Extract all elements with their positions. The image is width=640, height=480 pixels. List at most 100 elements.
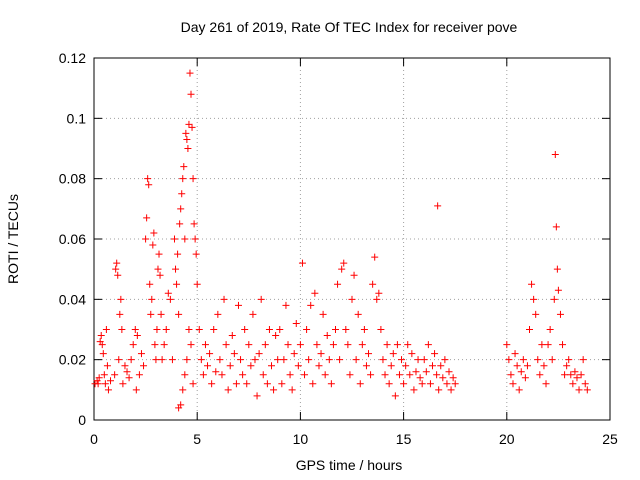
data-point [220, 295, 228, 303]
data-point [319, 310, 327, 318]
data-point [509, 380, 517, 388]
data-point [303, 326, 311, 333]
data-point [253, 392, 261, 400]
data-point [166, 295, 174, 303]
data-point [189, 175, 197, 183]
data-point [538, 341, 546, 349]
data-point [305, 356, 313, 364]
data-point [191, 235, 199, 243]
data-point [181, 235, 189, 243]
data-point [325, 356, 333, 364]
data-point [113, 259, 121, 267]
data-point [276, 326, 284, 333]
data-point [149, 241, 157, 249]
data-point [182, 129, 190, 137]
data-point [398, 356, 406, 364]
data-point [505, 356, 513, 364]
data-point [416, 374, 424, 382]
data-point [257, 295, 265, 303]
data-point [175, 310, 183, 318]
data-point [544, 341, 552, 349]
data-point [317, 350, 325, 358]
y-tick-label: 0 [78, 412, 86, 428]
data-point [519, 356, 527, 364]
data-point [579, 356, 587, 364]
y-axis-label: ROTI / TECUs [5, 194, 21, 284]
data-point [534, 356, 542, 364]
data-point [107, 377, 115, 385]
x-tick-label: 5 [193, 431, 201, 447]
data-point [148, 295, 156, 303]
data-point [323, 332, 331, 340]
data-point [265, 326, 273, 333]
data-point [294, 362, 302, 370]
data-point [426, 380, 434, 388]
data-point [272, 332, 280, 340]
data-point [274, 356, 282, 364]
data-point [189, 380, 197, 388]
data-point [336, 356, 344, 364]
data-point [154, 265, 162, 273]
data-point [296, 341, 304, 349]
data-point [186, 69, 194, 77]
data-point [373, 295, 381, 303]
data-point [249, 310, 257, 318]
data-point [309, 380, 317, 388]
data-point [395, 371, 403, 379]
data-point [234, 301, 242, 309]
data-point [170, 235, 178, 243]
data-point [157, 310, 165, 318]
data-point [278, 380, 286, 388]
data-point [125, 374, 133, 382]
data-point [140, 362, 148, 370]
data-point [511, 350, 519, 358]
data-point [434, 202, 442, 210]
data-point [548, 356, 556, 364]
data-point [408, 350, 416, 358]
data-point [237, 356, 245, 364]
data-point [118, 326, 126, 333]
data-point [561, 371, 569, 379]
data-point [286, 371, 294, 379]
data-point [420, 356, 428, 364]
data-point [239, 371, 247, 379]
data-point [563, 362, 571, 370]
y-tick-label: 0.12 [59, 50, 86, 66]
data-point [187, 341, 195, 349]
data-point [251, 356, 259, 364]
data-point [365, 350, 373, 358]
data-point [340, 259, 348, 267]
data-point [121, 362, 129, 370]
y-tick-label: 0.06 [59, 231, 86, 247]
data-point [352, 356, 360, 364]
data-point [117, 295, 125, 303]
data-point [369, 280, 377, 288]
data-point [224, 386, 232, 394]
data-point [195, 326, 203, 333]
x-axis-label: GPS time / hours [296, 457, 403, 473]
data-point [437, 362, 445, 370]
data-point [160, 341, 168, 349]
data-point [301, 371, 309, 379]
data-point [503, 341, 511, 349]
data-point [422, 368, 430, 376]
y-tick-label: 0.02 [59, 352, 86, 368]
data-point [185, 120, 193, 128]
x-tick-label: 15 [396, 431, 412, 447]
data-points [91, 69, 591, 412]
data-point [377, 326, 385, 333]
data-point [201, 341, 209, 349]
data-point [400, 380, 408, 388]
data-point [177, 401, 185, 409]
data-point [406, 371, 414, 379]
data-point [327, 380, 335, 388]
data-point [197, 356, 205, 364]
y-tick-label: 0.08 [59, 171, 86, 187]
data-point [542, 380, 550, 388]
data-point [101, 380, 109, 388]
data-point [162, 326, 170, 333]
data-point [375, 289, 383, 297]
data-point [387, 362, 395, 370]
data-point [433, 371, 441, 379]
data-point [259, 371, 267, 379]
